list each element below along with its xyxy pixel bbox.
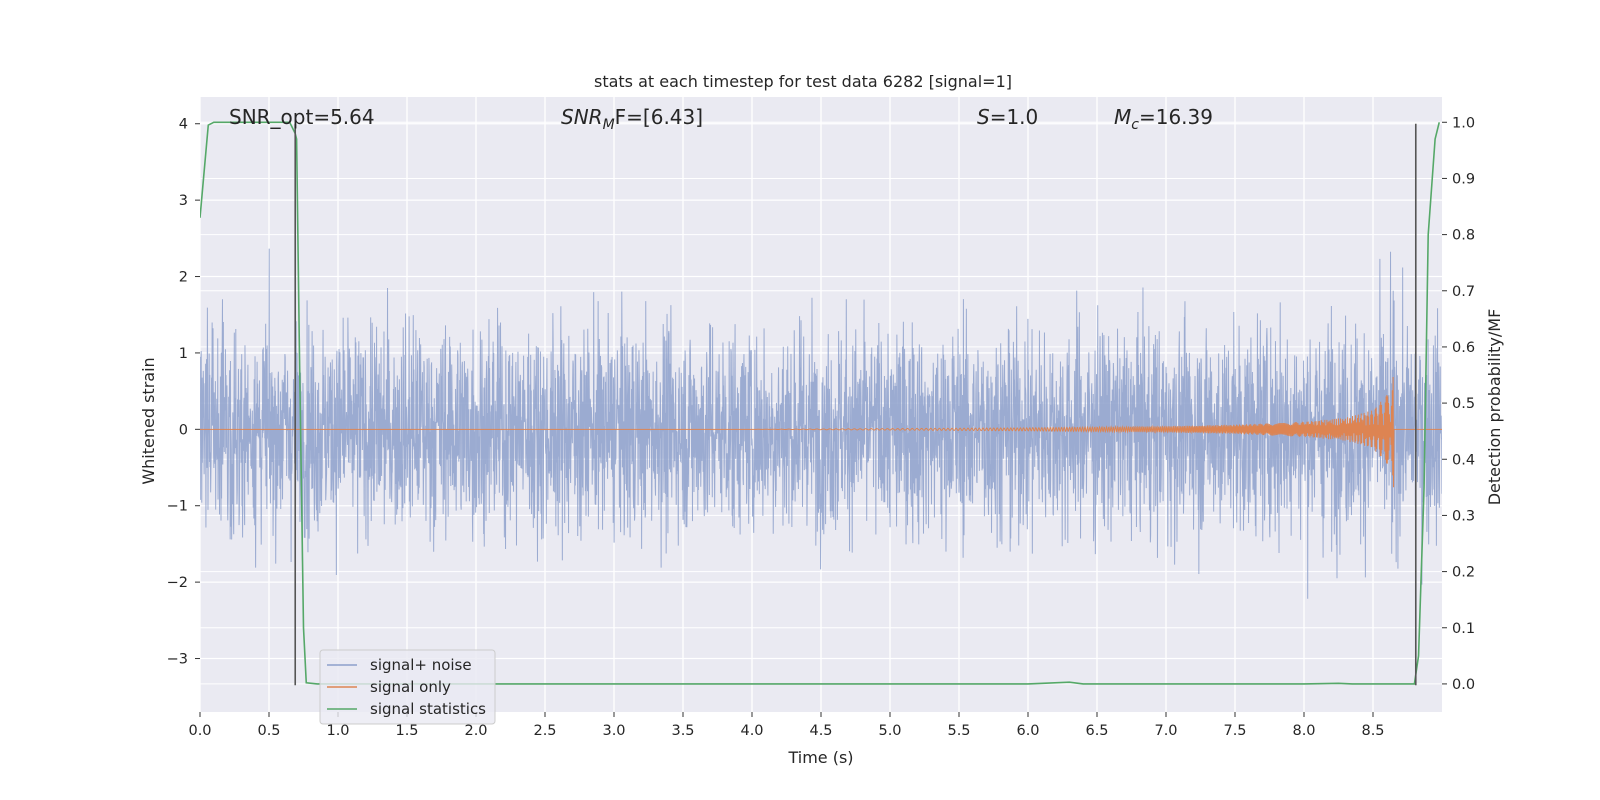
y-tick-label-left: −1: [167, 499, 188, 515]
x-tick-label: 4.0: [740, 723, 763, 739]
x-tick-label: 8.0: [1292, 723, 1315, 739]
y-tick-label-right: 0.7: [1452, 284, 1475, 300]
y-tick-label-left: −2: [167, 575, 188, 591]
snr-mf-sub: M: [603, 117, 615, 133]
x-tick-label: 6.0: [1016, 723, 1039, 739]
s-main: S: [977, 105, 990, 129]
legend-label-signal-statistics: signal statistics: [370, 700, 486, 718]
x-tick-label: 4.5: [809, 723, 832, 739]
x-tick-label: 8.5: [1361, 723, 1384, 739]
y-tick-label-left: 3: [179, 193, 188, 209]
mc-sub: c: [1131, 117, 1139, 133]
y-ticks-left: −3 −2 −1 0 1 2 3 4: [167, 117, 200, 668]
x-tick-label: 0.5: [257, 723, 280, 739]
mc-annotation: Mc=16.39: [1114, 105, 1213, 133]
y-tick-label-left: 2: [179, 270, 188, 286]
y-tick-label-right: 0.1: [1452, 621, 1475, 637]
y-tick-label-right: 0.9: [1452, 171, 1475, 187]
y-tick-label-right: 1.0: [1452, 115, 1475, 131]
x-tick-label: 7.5: [1223, 723, 1246, 739]
y-tick-label-right: 0.4: [1452, 452, 1475, 468]
x-ticks: 0.0 0.5 1.0 1.5 2.0 2.5 3.0 3.5 4.0 4.5 5.0 5.5 6.0 6…: [188, 712, 1385, 739]
snr-mf-main: SNR: [561, 105, 603, 129]
y-tick-label-left: 1: [179, 346, 188, 362]
legend-box: [319, 649, 496, 725]
y-axis-label-left: Whitened strain: [139, 357, 158, 484]
x-tick-label: 2.5: [533, 723, 556, 739]
x-tick-label: 5.5: [947, 723, 970, 739]
x-tick-label: 1.0: [326, 723, 349, 739]
y-tick-label-left: 4: [179, 117, 188, 133]
signal-only-series: [200, 376, 1442, 488]
x-tick-label: 5.0: [878, 723, 901, 739]
y-ticks-right: 0.0 0.1 0.2 0.3 0.4 0.5 0.6 0.7 0.8 0.9 1.0: [1442, 115, 1475, 693]
snr-opt-annotation: SNR_opt=5.64: [229, 105, 375, 129]
signal-statistics-series: [200, 121, 1441, 685]
x-tick-label: 7.0: [1154, 723, 1177, 739]
vertical-lines: [294, 123, 1417, 686]
x-tick-label: 3.0: [602, 723, 625, 739]
y-tick-label-left: 0: [179, 422, 188, 438]
x-tick-label: 1.5: [395, 723, 418, 739]
y-tick-label-right: 0.5: [1452, 396, 1475, 412]
s-annotation: S=1.0: [977, 105, 1038, 129]
mc-main: M: [1114, 105, 1131, 129]
x-tick-label: 6.5: [1085, 723, 1108, 739]
y-tick-label-left: −3: [167, 652, 188, 668]
snr-mf-annotation: SNRMF=[6.43]: [561, 105, 703, 133]
legend-label-signal-only: signal only: [370, 678, 451, 696]
x-tick-label: 2.0: [464, 723, 487, 739]
y-tick-label-right: 0.2: [1452, 565, 1475, 581]
snr-mf-rest: F=[6.43]: [615, 105, 703, 129]
y-tick-label-right: 0.8: [1452, 228, 1475, 244]
x-tick-label: 3.5: [671, 723, 694, 739]
x-tick-label: 0.0: [188, 723, 211, 739]
s-rest: =1.0: [990, 105, 1039, 129]
legend: signal+ noise signal only signal statist…: [319, 649, 496, 725]
chart-title: stats at each timestep for test data 628…: [594, 72, 1012, 91]
x-axis-label: Time (s): [787, 748, 853, 767]
y-tick-label-right: 0.0: [1452, 677, 1475, 693]
y-tick-label-right: 0.6: [1452, 340, 1475, 356]
y-axis-label-right: Detection probability/MF: [1485, 309, 1504, 506]
legend-label-signal-noise: signal+ noise: [370, 656, 472, 674]
y-tick-label-right: 0.3: [1452, 508, 1475, 524]
mc-rest: =16.39: [1139, 105, 1213, 129]
